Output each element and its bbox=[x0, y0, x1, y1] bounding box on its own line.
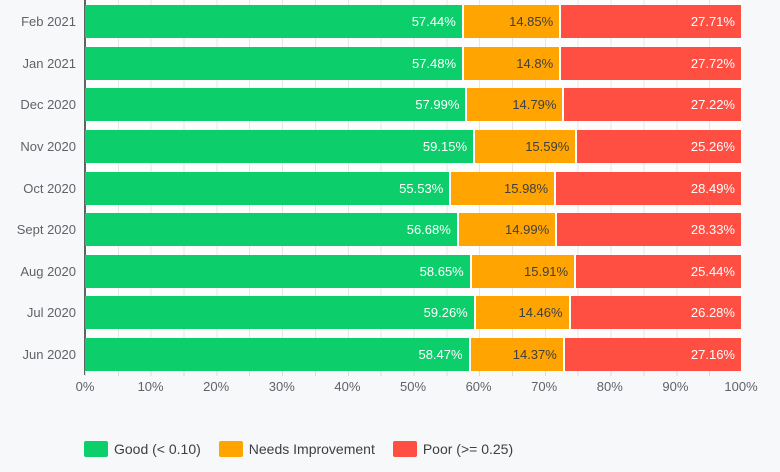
category-label: Dec 2020 bbox=[20, 97, 76, 113]
bar-segment-good[interactable]: 57.44% bbox=[85, 5, 462, 38]
bar-segment-needs[interactable]: 14.37% bbox=[468, 338, 563, 371]
bar-segment-needs[interactable]: 14.46% bbox=[473, 296, 569, 330]
bar-segment-good[interactable]: 56.68% bbox=[85, 213, 457, 247]
bar-value-label: 14.85% bbox=[509, 14, 554, 29]
bar-value-label: 14.46% bbox=[518, 305, 563, 321]
bar-segment-poor[interactable]: 27.22% bbox=[562, 88, 741, 122]
y-axis-category-labels: Feb 2021 Jan 2021 Dec 2020 Nov 2020 Oct 2020… bbox=[0, 5, 76, 371]
bar-value-label: 59.15% bbox=[422, 138, 468, 154]
bar-value-label: 14.37% bbox=[512, 347, 557, 362]
legend-item: Good (< 0.10) bbox=[84, 441, 201, 457]
category-label: Aug 2020 bbox=[20, 263, 76, 279]
category-label: Sept 2020 bbox=[16, 222, 76, 238]
category-label: Oct 2020 bbox=[23, 180, 76, 196]
bar-segment-good[interactable]: 58.47% bbox=[85, 338, 469, 371]
bar-value-label: 26.28% bbox=[690, 305, 735, 321]
bar-row: 57.99% 14.79% 27.22% bbox=[85, 88, 741, 122]
bar-segment-good[interactable]: 59.26% bbox=[85, 296, 474, 330]
bar-segment-needs[interactable]: 15.59% bbox=[473, 129, 576, 163]
bar-row: 59.15% 15.59% 25.26% bbox=[85, 129, 741, 163]
category-label: Jun 2020 bbox=[22, 347, 77, 362]
bar-value-label: 58.65% bbox=[419, 263, 464, 279]
x-axis-tick-label: 50% bbox=[399, 379, 427, 394]
bar-segment-poor[interactable]: 25.26% bbox=[575, 129, 741, 163]
bar-segment-needs[interactable]: 14.79% bbox=[465, 88, 563, 122]
bar-value-label: 57.48% bbox=[411, 55, 457, 71]
bar-segment-poor[interactable]: 26.28% bbox=[568, 296, 741, 330]
bar-value-label: 15.91% bbox=[524, 263, 569, 279]
legend-label: Poor (>= 0.25) bbox=[422, 441, 514, 457]
bar-segment-poor[interactable]: 25.44% bbox=[574, 254, 741, 288]
bar-value-label: 27.72% bbox=[690, 55, 735, 71]
bar-segment-good[interactable]: 57.99% bbox=[85, 88, 466, 122]
bar-value-label: 15.59% bbox=[525, 138, 570, 154]
x-axis-tick-label: 60% bbox=[465, 379, 492, 394]
bar-segment-good[interactable]: 59.15% bbox=[85, 129, 474, 163]
bar-value-label: 55.53% bbox=[399, 180, 444, 196]
bar-row: 58.65% 15.91% 25.44% bbox=[85, 254, 741, 288]
bar-segment-needs[interactable]: 14.85% bbox=[461, 5, 560, 38]
bar-value-label: 14.79% bbox=[512, 97, 557, 113]
bar-value-label: 25.26% bbox=[690, 138, 735, 154]
legend-swatch-icon bbox=[392, 441, 417, 457]
bar-row: 59.26% 14.46% 26.28% bbox=[85, 296, 741, 330]
x-axis-tick-label: 30% bbox=[268, 379, 295, 394]
category-label: Jan 2021 bbox=[22, 55, 77, 71]
bar-segment-poor[interactable]: 28.49% bbox=[554, 171, 741, 205]
bar-value-label: 59.26% bbox=[423, 305, 468, 321]
x-axis-tick-label: 10% bbox=[137, 379, 164, 394]
legend-label: Needs Improvement bbox=[248, 441, 375, 457]
bar-value-label: 56.68% bbox=[406, 222, 451, 238]
bar-value-label: 25.44% bbox=[690, 263, 735, 279]
bar-value-label: 14.99% bbox=[505, 222, 550, 238]
bar-segment-good[interactable]: 58.65% bbox=[85, 254, 470, 288]
legend-swatch-icon bbox=[218, 441, 243, 457]
bar-segment-needs[interactable]: 15.91% bbox=[469, 254, 575, 288]
x-axis-tick-label: 0% bbox=[75, 379, 95, 394]
x-axis-tick-label: 100% bbox=[724, 379, 758, 394]
bar-value-label: 28.33% bbox=[690, 222, 735, 238]
x-axis-tick-marks bbox=[85, 371, 742, 376]
bar-rows: 57.44% 14.85% 27.71% 57.48% 14.8% 27.72% 57.99… bbox=[85, 5, 741, 371]
chart-legend: Good (< 0.10) Needs Improvement Poor (>= 0… bbox=[84, 440, 513, 458]
category-label: Feb 2021 bbox=[21, 14, 76, 29]
bar-value-label: 58.47% bbox=[418, 347, 463, 362]
x-axis-tick-label: 80% bbox=[596, 379, 623, 394]
bar-segment-poor[interactable]: 27.71% bbox=[559, 5, 741, 38]
bar-segment-good[interactable]: 57.48% bbox=[85, 46, 463, 80]
legend-item: Needs Improvement bbox=[218, 441, 375, 457]
bar-value-label: 15.98% bbox=[504, 180, 549, 196]
legend-swatch-icon bbox=[84, 441, 108, 457]
bar-value-label: 27.16% bbox=[690, 347, 735, 362]
bar-value-label: 57.44% bbox=[411, 14, 456, 29]
bar-value-label: 28.49% bbox=[690, 180, 735, 196]
bar-segment-needs[interactable]: 14.8% bbox=[462, 46, 560, 80]
bar-row: 56.68% 14.99% 28.33% bbox=[85, 213, 741, 247]
x-axis-tick-label: 90% bbox=[662, 379, 689, 394]
bar-row: 57.44% 14.85% 27.71% bbox=[85, 5, 741, 38]
x-axis-tick-label: 70% bbox=[531, 379, 558, 394]
bar-segment-needs[interactable]: 15.98% bbox=[449, 171, 555, 205]
bar-segment-good[interactable]: 55.53% bbox=[85, 171, 450, 205]
bar-segment-needs[interactable]: 14.99% bbox=[456, 213, 556, 247]
bar-segment-poor[interactable]: 27.72% bbox=[559, 46, 741, 80]
bar-segment-poor[interactable]: 27.16% bbox=[562, 338, 741, 371]
bar-row: 55.53% 15.98% 28.49% bbox=[85, 171, 741, 205]
bar-segment-poor[interactable]: 28.33% bbox=[555, 213, 741, 247]
bar-value-label: 14.8% bbox=[516, 55, 554, 71]
x-axis-tick-labels: 0% 10% 20% 30% 40% 50% 60% 70% 80% 90% 100% bbox=[76, 378, 758, 396]
x-axis-tick-label: 20% bbox=[203, 379, 230, 394]
bar-row: 58.47% 14.37% 27.16% bbox=[85, 338, 741, 371]
bar-value-label: 27.22% bbox=[690, 97, 735, 113]
bar-value-label: 57.99% bbox=[415, 97, 460, 113]
legend-label: Good (< 0.10) bbox=[114, 441, 201, 457]
bar-row: 57.48% 14.8% 27.72% bbox=[85, 46, 741, 80]
category-label: Jul 2020 bbox=[26, 305, 76, 321]
category-label: Nov 2020 bbox=[20, 138, 76, 154]
bar-value-label: 27.71% bbox=[690, 14, 735, 29]
x-axis-tick-label: 40% bbox=[334, 379, 361, 394]
legend-item: Poor (>= 0.25) bbox=[392, 441, 514, 457]
